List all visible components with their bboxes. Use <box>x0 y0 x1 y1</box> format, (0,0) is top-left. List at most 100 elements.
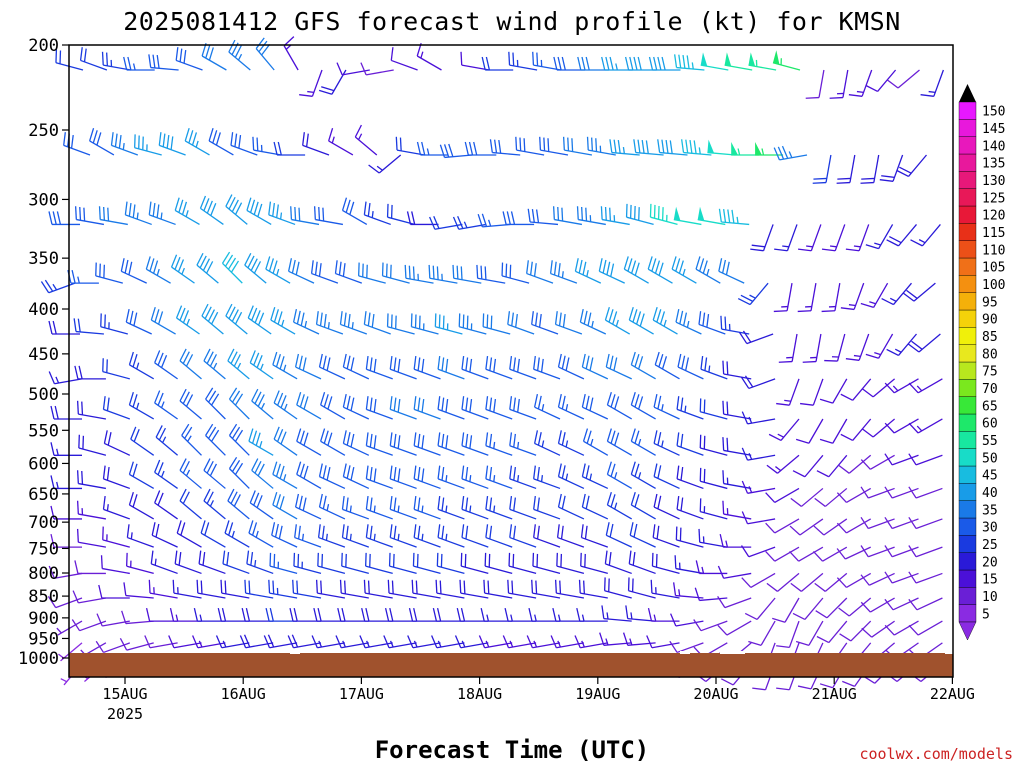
barb-flag <box>44 279 54 292</box>
barb-flag <box>221 251 231 264</box>
barb-shaft <box>653 442 680 456</box>
wind-barb <box>845 333 870 361</box>
barb-flag <box>609 207 612 222</box>
barb-shaft <box>762 224 774 251</box>
colorbar-swatch <box>958 379 977 397</box>
barb-flag <box>202 551 206 566</box>
barb-shaft <box>78 447 107 456</box>
barb-flag <box>119 638 128 651</box>
barb-shaft <box>810 283 817 311</box>
wind-barb <box>365 465 393 490</box>
barb-shaft <box>246 563 274 575</box>
barb-halfflag <box>327 322 330 329</box>
barb-flag <box>296 428 302 442</box>
barb-shaft <box>746 333 774 345</box>
barb-flag <box>781 145 789 159</box>
wind-barb <box>693 619 728 632</box>
barb-flag <box>78 365 83 380</box>
barb-flag <box>50 442 55 456</box>
barb-shaft <box>78 513 107 520</box>
barb-flag <box>217 607 222 622</box>
barb-flag <box>79 47 83 61</box>
wind-barb <box>675 526 704 548</box>
wind-barb <box>581 463 609 490</box>
barb-shaft <box>723 449 752 456</box>
wind-barb <box>821 283 841 313</box>
barb-flag <box>816 635 830 644</box>
wind-barb <box>813 518 848 536</box>
barb-flag <box>744 612 758 621</box>
barb-shaft <box>100 218 128 226</box>
barb-flag <box>669 140 673 154</box>
barb-flag <box>367 312 371 326</box>
barb-shaft <box>413 445 441 456</box>
wind-barb <box>601 605 632 622</box>
barb-flag <box>557 56 562 71</box>
wind-barb <box>908 378 943 394</box>
barb-flag <box>604 206 607 221</box>
barb-flag <box>350 397 355 411</box>
barb-flag <box>485 524 489 538</box>
barb-flag <box>180 522 186 536</box>
barb-halfflag <box>52 283 58 291</box>
barb-flag <box>254 460 262 474</box>
barb-shaft <box>588 149 616 156</box>
barb-flag <box>234 393 244 406</box>
barb-shaft <box>482 223 511 228</box>
wind-barb <box>574 258 602 284</box>
wind-barb <box>630 461 656 490</box>
barb-flag <box>448 143 454 157</box>
barb-shaft <box>453 277 482 284</box>
barb-flag <box>72 590 79 604</box>
wind-barb <box>273 390 298 420</box>
wind-barb <box>812 154 832 184</box>
wind-barb <box>248 428 274 456</box>
barb-flag <box>561 56 566 71</box>
barb-shaft <box>291 218 320 226</box>
barb-flag <box>798 248 812 252</box>
wind-barb <box>606 392 633 420</box>
barb-shaft <box>718 270 745 284</box>
barb-flag <box>837 177 851 180</box>
colorbar-swatch <box>958 413 977 432</box>
barb-flag <box>92 130 98 144</box>
barb-flag <box>369 466 373 481</box>
barb-flag <box>363 201 367 215</box>
wind-barb <box>296 461 322 490</box>
wind-barb <box>220 579 250 599</box>
barb-shaft <box>631 473 656 490</box>
barb-shaft <box>125 214 152 226</box>
barb-shaft <box>245 592 274 599</box>
barb-flag <box>465 357 469 371</box>
barb-shaft <box>812 378 824 406</box>
barb-flag <box>789 550 800 562</box>
barb-flag <box>315 579 318 594</box>
barb-flag <box>676 496 680 510</box>
barb-flag <box>209 354 218 367</box>
barb-flag <box>606 461 612 475</box>
barb-shaft <box>146 268 171 284</box>
barb-shaft <box>582 506 609 520</box>
barb-flag <box>411 211 416 225</box>
wind-barb <box>74 365 106 380</box>
wind-barb <box>502 635 537 649</box>
barb-flag <box>244 579 247 594</box>
wind-barb <box>224 520 250 548</box>
barb-flag <box>182 491 190 504</box>
wind-barb <box>431 635 465 649</box>
barb-flag <box>204 306 212 320</box>
colorbar-swatch <box>958 604 977 623</box>
barb-halfflag <box>589 473 593 481</box>
barb-flag <box>581 463 586 477</box>
barb-flag <box>610 394 616 408</box>
wind-barb <box>222 550 250 575</box>
barb-flag <box>341 607 346 622</box>
barb-flag <box>174 256 181 270</box>
barb-flag <box>561 465 566 479</box>
wind-barb <box>557 353 585 380</box>
barb-flag <box>169 607 175 622</box>
barb-shaft <box>653 476 680 490</box>
barb-shaft <box>916 597 943 611</box>
barb-shaft <box>484 592 513 599</box>
barb-shaft <box>823 518 848 536</box>
